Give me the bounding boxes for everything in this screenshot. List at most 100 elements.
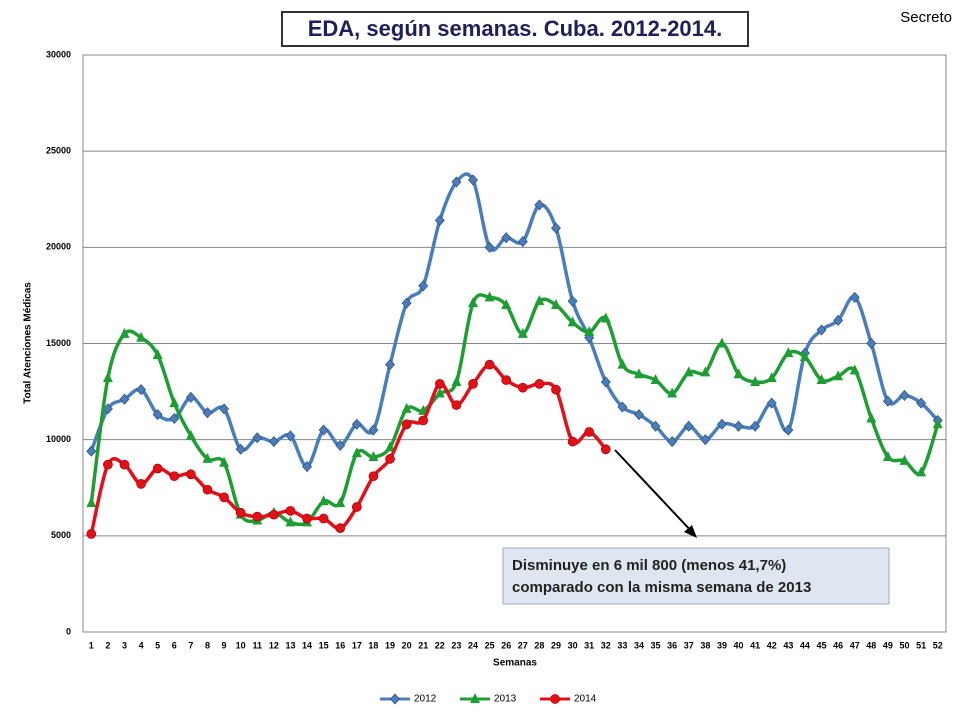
x-tick-label: 21 (418, 640, 428, 650)
y-axis-label: Total Atenciones Médicas (23, 282, 34, 404)
data-point (667, 387, 678, 398)
data-point (766, 397, 777, 409)
data-point (866, 337, 877, 350)
x-tick-label: 4 (139, 640, 144, 650)
x-tick-label: 49 (883, 640, 893, 650)
x-tick-label: 7 (188, 640, 193, 650)
data-point (799, 350, 810, 361)
data-point (269, 509, 279, 520)
data-point (733, 368, 744, 379)
title-box (281, 11, 749, 47)
y-tick-label: 25000 (46, 146, 71, 156)
corner-label: Secreto (900, 9, 952, 26)
data-point (351, 418, 362, 430)
data-point (899, 454, 910, 465)
data-point (833, 370, 844, 381)
data-point (285, 505, 296, 516)
x-tick-label: 36 (667, 640, 677, 650)
x-tick-label: 3 (122, 640, 127, 650)
x-tick-label: 23 (451, 640, 461, 650)
data-point (551, 384, 561, 395)
x-tick-label: 14 (302, 640, 312, 650)
data-point (434, 214, 445, 226)
data-point (733, 420, 744, 432)
data-point (451, 375, 462, 386)
data-point (584, 325, 595, 336)
x-tick-label: 48 (866, 640, 876, 650)
x-tick-label: 44 (800, 640, 810, 650)
data-point (434, 387, 445, 398)
arrow-head (684, 525, 697, 538)
data-point (385, 359, 395, 371)
data-point (385, 454, 395, 464)
data-point (833, 314, 844, 326)
x-tick-label: 32 (601, 640, 611, 650)
data-point (716, 337, 727, 348)
data-point (451, 176, 462, 188)
data-point (152, 409, 163, 421)
x-tick-label: 6 (172, 640, 177, 650)
x-tick-label: 40 (734, 640, 744, 650)
x-tick-label: 50 (900, 640, 910, 650)
data-point (434, 379, 445, 389)
data-point (219, 403, 230, 415)
data-point (152, 349, 163, 360)
legend-marker (390, 693, 400, 705)
data-point (318, 424, 329, 436)
data-point (916, 466, 927, 477)
data-point (783, 347, 794, 358)
data-point (683, 366, 694, 377)
data-point (202, 407, 213, 419)
data-point (86, 445, 97, 457)
arrow (614, 449, 695, 535)
data-point (285, 430, 296, 442)
data-point (750, 420, 761, 432)
x-tick-label: 26 (501, 640, 511, 650)
data-point (351, 447, 362, 458)
x-tick-label: 11 (253, 640, 263, 650)
data-point (86, 529, 97, 539)
data-point (103, 459, 113, 470)
data-point (185, 429, 196, 440)
x-tick-label: 51 (916, 640, 926, 650)
data-point (252, 432, 263, 444)
data-point (766, 372, 777, 383)
x-tick-label: 38 (700, 640, 710, 650)
data-point (401, 419, 412, 430)
data-point (700, 434, 711, 446)
data-point (136, 384, 147, 396)
x-tick-label: 34 (634, 640, 644, 650)
data-point (169, 397, 180, 408)
x-tick-label: 35 (651, 640, 661, 650)
x-tick-label: 45 (817, 640, 827, 650)
data-point (185, 391, 196, 403)
data-point (318, 513, 329, 524)
y-tick-label: 5000 (51, 530, 71, 540)
y-tick-label: 0 (66, 626, 71, 636)
chart-title: EDA, según semanas. Cuba. 2012-2014. (308, 16, 723, 41)
x-tick-label: 19 (385, 640, 395, 650)
data-point (401, 297, 412, 309)
legend-label: 2012 (414, 694, 437, 705)
data-point (484, 241, 495, 253)
x-tick-label: 37 (684, 640, 694, 650)
y-tick-label: 10000 (46, 434, 71, 444)
data-point (169, 471, 180, 482)
x-tick-label: 24 (468, 640, 478, 650)
data-point (235, 443, 246, 455)
data-point (119, 393, 130, 405)
data-point (219, 456, 230, 467)
x-tick-label: 12 (269, 640, 279, 650)
data-point (468, 174, 478, 186)
data-point (335, 497, 346, 508)
data-point (716, 418, 727, 430)
data-point (285, 516, 296, 527)
legend-marker (470, 693, 480, 703)
annotation-box (502, 547, 890, 605)
x-tick-label: 10 (236, 640, 246, 650)
data-point (318, 495, 329, 506)
data-point (534, 199, 545, 211)
data-point (550, 299, 561, 310)
data-point (783, 424, 794, 436)
x-tick-label: 13 (285, 640, 295, 650)
